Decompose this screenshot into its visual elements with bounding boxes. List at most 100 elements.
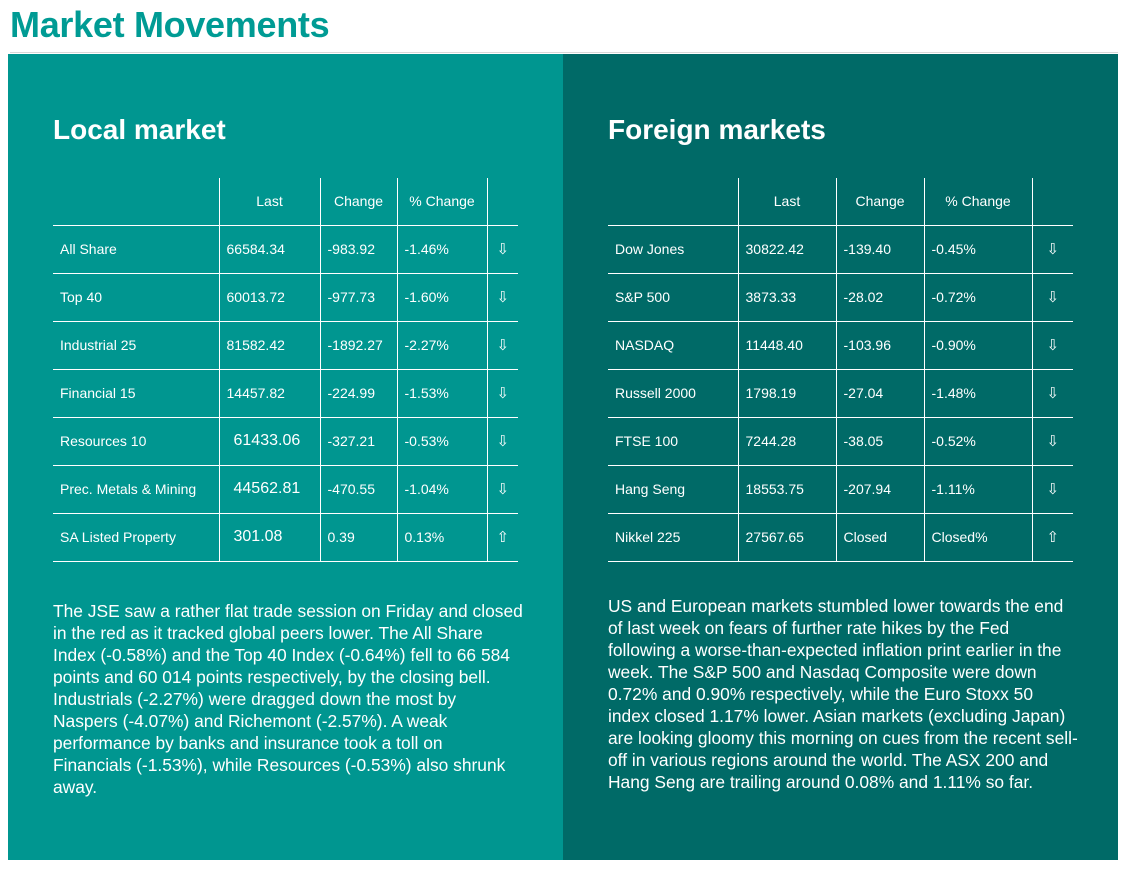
index-name: Financial 15 [53,368,220,418]
down-arrow-icon: ⇩ [486,416,518,466]
header-blank [53,178,220,226]
pct-change-value: -2.27% [396,320,488,370]
header-arrow-blank [1031,178,1073,226]
last-value: 1798.19 [737,368,837,418]
header-blank [608,178,739,226]
pct-change-value: -1.60% [396,272,488,322]
foreign-markets-table: Last Change % Change Dow Jones 30822.42 … [608,178,1073,562]
down-arrow-icon: ⇩ [1031,464,1073,514]
index-name: NASDAQ [608,320,739,370]
pct-change-value: -1.53% [396,368,488,418]
table-header-row: Last Change % Change [53,178,518,226]
down-arrow-icon: ⇩ [1031,272,1073,322]
pct-change-value: -0.52% [923,416,1033,466]
change-value: -1892.27 [319,320,398,370]
index-name: Russell 2000 [608,368,739,418]
down-arrow-icon: ⇩ [1031,320,1073,370]
change-value: -28.02 [835,272,925,322]
last-value: 18553.75 [737,464,837,514]
table-row: Resources 10 61433.06 -327.21 -0.53% ⇩ [53,416,518,466]
last-value: 301.08 [218,512,321,562]
header-change: Change [835,178,925,226]
down-arrow-icon: ⇩ [1031,368,1073,418]
header-arrow-blank [486,178,518,226]
table-row: Russell 2000 1798.19 -27.04 -1.48% ⇩ [608,368,1073,418]
down-arrow-icon: ⇩ [486,272,518,322]
index-name: Top 40 [53,272,220,322]
table-header-row: Last Change % Change [608,178,1073,226]
local-market-heading: Local market [53,114,226,145]
foreign-markets-panel: Foreign markets Last Change % Change Dow… [563,54,1118,860]
change-value: -327.21 [319,416,398,466]
index-name: All Share [53,224,220,274]
header-pct-change: % Change [396,178,488,226]
change-value: -139.40 [835,224,925,274]
table-row: NASDAQ 11448.40 -103.96 -0.90% ⇩ [608,320,1073,370]
change-value: -27.04 [835,368,925,418]
pct-change-value: -1.11% [923,464,1033,514]
down-arrow-icon: ⇩ [1031,416,1073,466]
header-last: Last [737,178,837,226]
last-value: 3873.33 [737,272,837,322]
table-row: Financial 15 14457.82 -224.99 -1.53% ⇩ [53,368,518,418]
pct-change-value: -0.45% [923,224,1033,274]
table-row: Prec. Metals & Mining 44562.81 -470.55 -… [53,464,518,514]
title-divider [10,52,1118,53]
index-name: FTSE 100 [608,416,739,466]
change-value: -470.55 [319,464,398,514]
table-row: Industrial 25 81582.42 -1892.27 -2.27% ⇩ [53,320,518,370]
table-row: SA Listed Property 301.08 0.39 0.13% ⇧ [53,512,518,562]
pct-change-value: 0.13% [396,512,488,562]
last-value: 30822.42 [737,224,837,274]
last-value: 61433.06 [218,416,321,466]
last-value: 66584.34 [218,224,321,274]
index-name: Prec. Metals & Mining [53,464,220,514]
up-arrow-icon: ⇧ [486,512,518,562]
last-value: 81582.42 [218,320,321,370]
pct-change-value: -0.72% [923,272,1033,322]
local-market-table: Last Change % Change All Share 66584.34 … [53,178,518,562]
last-value: 14457.82 [218,368,321,418]
page-title: Market Movements [10,4,330,45]
header-last: Last [218,178,321,226]
table-row: FTSE 100 7244.28 -38.05 -0.52% ⇩ [608,416,1073,466]
last-value: 60013.72 [218,272,321,322]
index-name: Nikkel 225 [608,512,739,562]
last-value: 11448.40 [737,320,837,370]
change-value: -977.73 [319,272,398,322]
header-pct-change: % Change [923,178,1033,226]
change-value: -103.96 [835,320,925,370]
index-name: Industrial 25 [53,320,220,370]
last-value: 44562.81 [218,464,321,514]
table-row: S&P 500 3873.33 -28.02 -0.72% ⇩ [608,272,1073,322]
local-market-panel: Local market Last Change % Change All Sh… [8,54,563,860]
pct-change-value: -0.53% [396,416,488,466]
index-name: SA Listed Property [53,512,220,562]
last-value: 7244.28 [737,416,837,466]
down-arrow-icon: ⇩ [486,368,518,418]
pct-change-value: -0.90% [923,320,1033,370]
down-arrow-icon: ⇩ [486,224,518,274]
header-change: Change [319,178,398,226]
index-name: Resources 10 [53,416,220,466]
pct-change-value: Closed% [923,512,1033,562]
foreign-markets-summary: US and European markets stumbled lower t… [608,596,1078,792]
down-arrow-icon: ⇩ [486,464,518,514]
change-value: -38.05 [835,416,925,466]
up-arrow-icon: ⇧ [1031,512,1073,562]
table-row: Top 40 60013.72 -977.73 -1.60% ⇩ [53,272,518,322]
table-row: Nikkel 225 27567.65 Closed Closed% ⇧ [608,512,1073,562]
change-value: 0.39 [319,512,398,562]
last-value: 27567.65 [737,512,837,562]
index-name: S&P 500 [608,272,739,322]
table-row: Dow Jones 30822.42 -139.40 -0.45% ⇩ [608,224,1073,274]
down-arrow-icon: ⇩ [1031,224,1073,274]
change-value: -207.94 [835,464,925,514]
pct-change-value: -1.48% [923,368,1033,418]
change-value: -224.99 [319,368,398,418]
table-row: All Share 66584.34 -983.92 -1.46% ⇩ [53,224,518,274]
down-arrow-icon: ⇩ [486,320,518,370]
change-value: -983.92 [319,224,398,274]
index-name: Hang Seng [608,464,739,514]
table-row: Hang Seng 18553.75 -207.94 -1.11% ⇩ [608,464,1073,514]
